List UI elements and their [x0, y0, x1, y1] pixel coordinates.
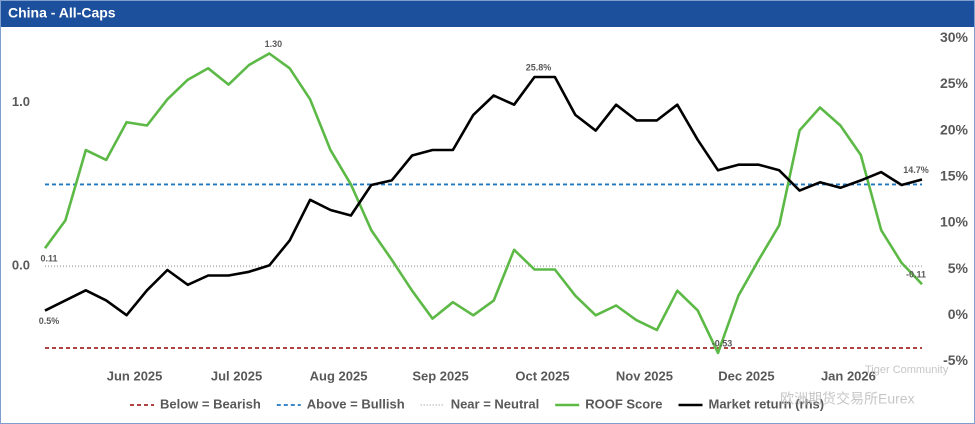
y2-tick-label: 15%	[940, 167, 969, 183]
x-tick-label: Sep 2025	[412, 368, 468, 383]
x-tick-label: Jan 2026	[821, 368, 876, 383]
y2-tick-label: 0%	[948, 306, 969, 322]
data-label: -0.11	[906, 270, 926, 280]
legend-label: Market return (rhs)	[709, 396, 825, 411]
series-line	[44, 75, 923, 317]
watermark: Tiger Community	[865, 364, 949, 376]
x-tick-label: Nov 2025	[616, 368, 673, 383]
data-label: 0.11	[40, 254, 57, 264]
x-tick-label: Jul 2025	[211, 368, 262, 383]
y-tick-label: 1.0	[12, 94, 30, 109]
watermark: 欧洲期货交易所Eurex	[780, 391, 915, 407]
y2-tick-label: -5%	[943, 352, 968, 368]
y-tick-label: 0.0	[12, 258, 30, 273]
legend-label: ROOF Score	[585, 396, 662, 411]
plot: 0.0 1.0 -5% 0% 5% 10% 15% 20% 25% 30% Jun 2025 Jul …	[12, 29, 969, 412]
header-bar	[1, 1, 974, 27]
x-tick-label: Aug 2025	[310, 368, 368, 383]
series-line	[43, 52, 923, 355]
chart-title: China - All-Caps	[8, 5, 116, 21]
legend-label: Above = Bullish	[307, 396, 405, 411]
legend-label: Near = Neutral	[451, 396, 540, 411]
data-label: 14.7%	[903, 165, 929, 175]
x-tick-label: Dec 2025	[718, 368, 774, 383]
x-tick-label: Jun 2025	[107, 368, 163, 383]
data-label: 0.5%	[39, 316, 60, 326]
y2-tick-label: 25%	[940, 75, 969, 91]
data-label: 25.8%	[526, 62, 552, 72]
y2-tick-label: 20%	[940, 121, 969, 137]
y2-tick-label: 10%	[940, 214, 969, 230]
legend-label: Below = Bearish	[160, 396, 261, 411]
data-label: -0.53	[712, 338, 733, 348]
x-tick-label: Oct 2025	[515, 368, 569, 383]
data-label: 1.30	[265, 39, 283, 49]
y2-tick-label: 30%	[940, 29, 969, 45]
y2-tick-label: 5%	[948, 260, 969, 276]
